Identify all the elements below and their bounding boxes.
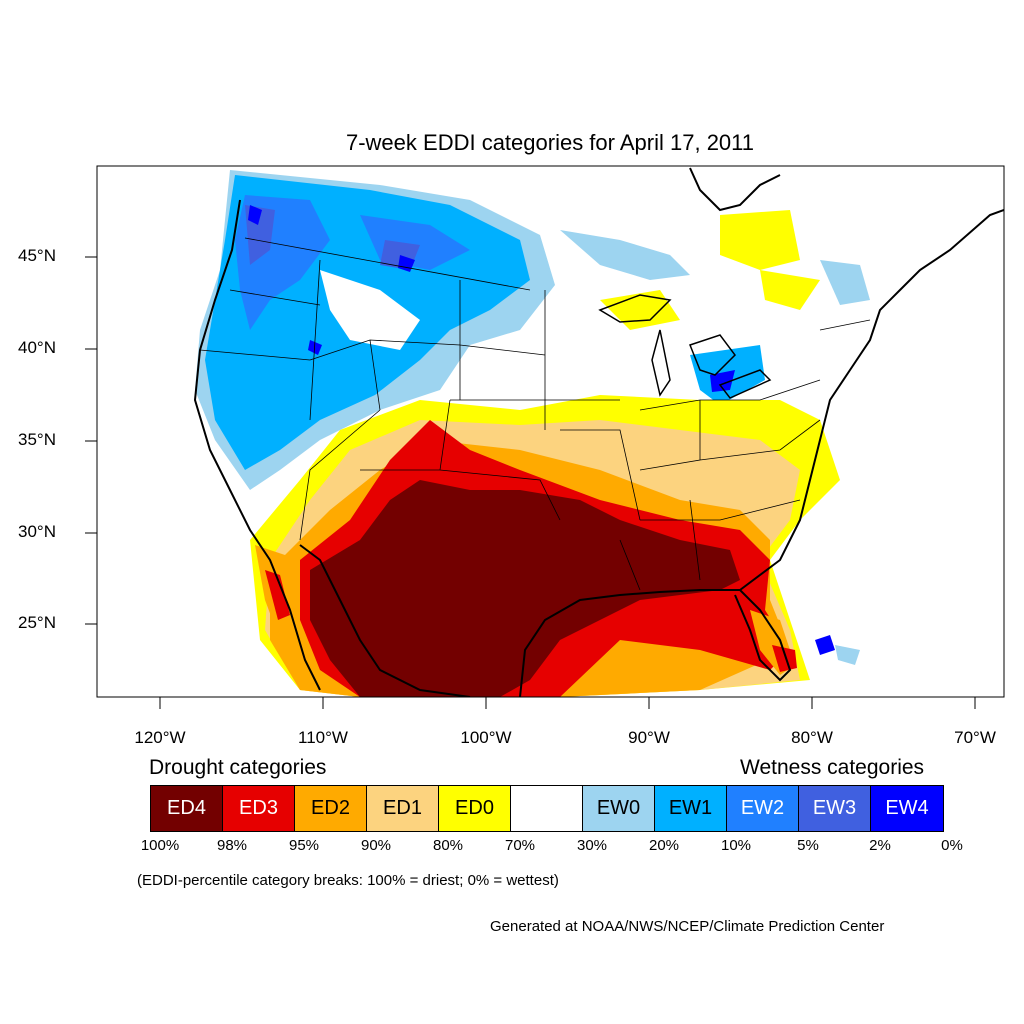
lon-label-100w: 100°W [460, 728, 512, 747]
lon-label-90w: 90°W [628, 728, 670, 747]
lat-label-25n: 25°N [18, 613, 56, 632]
percent-label: 20% [648, 837, 680, 854]
legend-swatch-ew4: EW4 [871, 786, 943, 831]
category-note: (EDDI-percentile category breaks: 100% =… [137, 872, 559, 889]
legend-swatch-ew0: EW0 [583, 786, 655, 831]
category-legend: ED4 ED3 ED2 ED1 ED0 EW0 EW1 EW2 EW3 EW4 [150, 785, 944, 832]
legend-swatch-ew1: EW1 [655, 786, 727, 831]
legend-swatch-ew2: EW2 [727, 786, 799, 831]
legend-swatch-ed0: ED0 [439, 786, 511, 831]
lat-label-45n: 45°N [18, 246, 56, 265]
legend-swatch-ew3: EW3 [799, 786, 871, 831]
percent-label: 0% [941, 837, 963, 854]
lon-label-70w: 70°W [954, 728, 996, 747]
legend-swatch-ed4: ED4 [151, 786, 223, 831]
drought-heading: Drought categories [149, 756, 327, 779]
lat-label-40n: 40°N [18, 338, 56, 357]
percent-label: 80% [432, 837, 464, 854]
legend-swatch-neutral [511, 786, 583, 831]
percent-label: 70% [504, 837, 536, 854]
percent-label: 2% [869, 837, 891, 854]
drought-region-ed4 [310, 480, 740, 697]
map-frame [96, 165, 1005, 698]
percent-label: 100% [140, 837, 180, 854]
legend-swatch-ed2: ED2 [295, 786, 367, 831]
coastline [193, 167, 1004, 697]
legend-swatch-ed1: ED1 [367, 786, 439, 831]
legend-swatch-ed3: ED3 [223, 786, 295, 831]
percent-label: 95% [288, 837, 320, 854]
percent-label: 98% [216, 837, 248, 854]
percent-label: 5% [797, 837, 819, 854]
credit-line: Generated at NOAA/NWS/NCEP/Climate Predi… [490, 918, 885, 935]
percent-label: 10% [720, 837, 752, 854]
lat-label-30n: 30°N [18, 522, 56, 541]
state-borders [199, 237, 871, 591]
wetness-region-ew2 [235, 195, 470, 330]
percent-label: 90% [360, 837, 392, 854]
percent-label: 30% [576, 837, 608, 854]
lat-label-35n: 35°N [18, 430, 56, 449]
lon-label-120w: 120°W [134, 728, 186, 747]
map-title: 7-week EDDI categories for April 17, 201… [345, 130, 755, 155]
wetness-heading: Wetness categories [740, 756, 925, 779]
lon-label-110w: 110°W [298, 728, 348, 747]
lon-label-80w: 80°W [791, 728, 833, 747]
